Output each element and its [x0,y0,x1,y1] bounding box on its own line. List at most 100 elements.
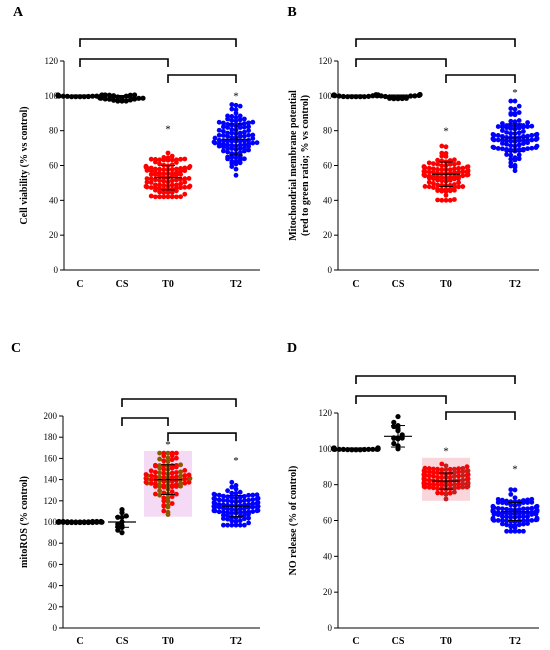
data-point-t2 [500,521,505,527]
data-point-c [85,93,91,100]
panel-b: B 0 20 40 60 80 100 120 Mitochondrial membrane p… [287,5,540,290]
significance-star: * [165,439,171,451]
data-point-t0 [439,143,445,149]
data-point-t0 [157,189,163,195]
data-point-c [56,518,62,525]
data-point-cs [102,96,108,102]
data-point-t2 [525,506,530,512]
data-point-t2 [516,130,522,136]
data-point-t0 [447,161,453,167]
data-point-t0 [447,466,453,472]
data-point-t0 [165,150,171,156]
comparison-bracket [121,417,169,426]
data-point-t0 [169,157,175,163]
data-point-t2 [500,497,505,503]
data-point-t2 [504,152,509,157]
data-point-t0 [157,482,163,488]
data-point-t0 [178,156,184,162]
data-point-t2 [521,506,526,512]
data-point-t2 [229,514,235,520]
data-point-t2 [221,148,226,154]
data-point-t0 [439,150,445,156]
data-point-t2 [242,145,247,151]
data-point-t2 [504,514,509,520]
y-tick-label: 180 [44,432,58,442]
data-point-t2 [516,152,522,158]
data-point-t2 [229,507,235,512]
data-point-c [98,518,104,525]
data-point-t0 [456,466,461,472]
data-point-t2 [521,129,526,134]
data-point-t2 [495,133,501,138]
data-point-t0 [178,185,184,191]
data-point-t0 [426,466,432,471]
data-point-t2 [516,518,522,524]
data-point-t0 [161,483,167,489]
data-point-t0 [169,489,175,495]
x-tick-label: T0 [440,279,452,290]
data-point-t0 [431,482,436,487]
y-tick-label: 20 [49,230,59,240]
data-point-c [331,445,337,451]
y-axis-label: NO release (% of control) [288,466,299,576]
data-point-t2 [504,141,509,147]
data-point-t0 [178,481,184,487]
data-point-t0 [153,469,158,475]
y-axis-label: mitoROS (% control) [19,476,30,568]
data-point-t2 [504,498,509,504]
data-point-t2 [221,509,226,515]
data-point-t2 [229,106,235,112]
data-point-t0 [153,177,158,183]
data-point-t2 [237,506,243,512]
data-point-t2 [225,142,231,148]
data-point-t0 [153,481,158,487]
significance-star: * [512,87,518,99]
data-point-t0 [452,485,457,491]
data-point-t0 [169,475,175,480]
data-point-t2 [529,137,535,143]
comparison-bracket [167,432,237,442]
data-point-t2 [508,152,514,158]
data-point-t0 [431,473,436,479]
data-point-t0 [169,194,175,200]
y-tick-label: 140 [44,475,58,485]
data-point-t2 [233,110,239,116]
data-point-t2 [495,506,501,511]
y-tick-label: 0 [54,265,59,275]
data-point-t2 [242,121,247,126]
data-point-t2 [500,137,505,143]
data-point-t0 [178,469,184,475]
data-point-cs [136,95,142,101]
data-point-t0 [148,165,154,171]
data-point-t0 [431,174,436,179]
data-point-t2 [246,138,252,143]
data-point-t0 [439,182,445,188]
data-point-t0 [431,181,436,186]
data-point-t0 [426,473,432,479]
data-point-t0 [144,176,150,182]
data-point-t0 [464,464,470,470]
data-point-t0 [447,182,453,188]
data-point-t0 [187,183,193,189]
x-tick-label: T0 [162,636,174,647]
data-point-t0 [426,169,432,175]
data-point-t2 [521,123,526,128]
data-point-t0 [182,191,188,197]
data-point-t2 [516,147,522,152]
y-tick-label: 120 [44,496,58,506]
data-point-t2 [516,528,522,534]
data-point-t0 [161,186,167,192]
data-point-t0 [178,462,184,468]
data-point-t2 [242,509,247,515]
data-point-t2 [246,141,252,147]
data-point-t2 [221,505,226,511]
data-point-t2 [512,528,518,534]
data-point-t2 [246,120,252,126]
data-point-t2 [229,484,235,490]
data-point-t2 [516,507,522,512]
x-tick-label: C [352,636,359,647]
data-point-t2 [254,140,260,146]
data-point-t2 [508,499,514,505]
data-point-t2 [216,137,222,143]
data-point-t0 [439,163,445,168]
